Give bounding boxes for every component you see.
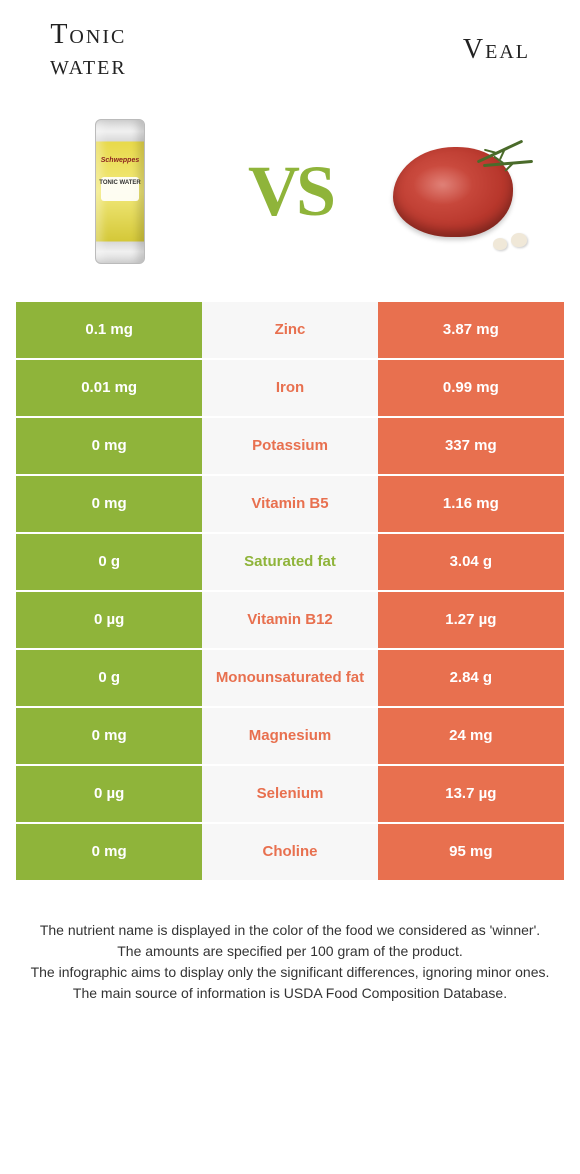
left-value: 0 mg bbox=[16, 476, 202, 532]
nutrient-name: Zinc bbox=[202, 302, 377, 358]
images-row: Schweppes TONIC WATER VS bbox=[0, 92, 580, 302]
table-row: 0.1 mgZinc3.87 mg bbox=[16, 302, 564, 358]
table-row: 0 µgVitamin B121.27 µg bbox=[16, 592, 564, 648]
footer-notes: The nutrient name is displayed in the co… bbox=[0, 910, 580, 1014]
title-line2: water bbox=[50, 50, 127, 81]
nutrient-name: Monounsaturated fat bbox=[202, 650, 377, 706]
right-value: 13.7 µg bbox=[378, 766, 564, 822]
right-value: 95 mg bbox=[378, 824, 564, 880]
veal-image bbox=[380, 112, 540, 272]
table-row: 0 µgSelenium13.7 µg bbox=[16, 766, 564, 822]
nutrient-name: Iron bbox=[202, 360, 377, 416]
nutrient-name: Saturated fat bbox=[202, 534, 377, 590]
vs-label: VS bbox=[248, 150, 332, 233]
left-value: 0 mg bbox=[16, 708, 202, 764]
table-row: 0 gMonounsaturated fat2.84 g bbox=[16, 650, 564, 706]
title-line1: Tonic bbox=[50, 19, 126, 50]
right-value: 337 mg bbox=[378, 418, 564, 474]
right-value: 1.16 mg bbox=[378, 476, 564, 532]
left-value: 0 mg bbox=[16, 824, 202, 880]
right-value: 2.84 g bbox=[378, 650, 564, 706]
footer-line: The amounts are specified per 100 gram o… bbox=[30, 941, 550, 962]
left-value: 0.01 mg bbox=[16, 360, 202, 416]
nutrient-name: Magnesium bbox=[202, 708, 377, 764]
left-food-title: Tonic water bbox=[50, 20, 127, 82]
footer-line: The nutrient name is displayed in the co… bbox=[30, 920, 550, 941]
left-value: 0.1 mg bbox=[16, 302, 202, 358]
table-row: 0 mgVitamin B51.16 mg bbox=[16, 476, 564, 532]
nutrient-name: Vitamin B5 bbox=[202, 476, 377, 532]
left-value: 0 mg bbox=[16, 418, 202, 474]
right-value: 3.87 mg bbox=[378, 302, 564, 358]
right-value: 3.04 g bbox=[378, 534, 564, 590]
right-value: 0.99 mg bbox=[378, 360, 564, 416]
footer-line: The infographic aims to display only the… bbox=[30, 962, 550, 983]
left-value: 0 g bbox=[16, 650, 202, 706]
right-food-title: Veal bbox=[463, 35, 530, 66]
header: Tonic water Veal bbox=[0, 0, 580, 92]
table-row: 0 mgPotassium337 mg bbox=[16, 418, 564, 474]
table-row: 0 gSaturated fat3.04 g bbox=[16, 534, 564, 590]
right-value: 1.27 µg bbox=[378, 592, 564, 648]
comparison-table: 0.1 mgZinc3.87 mg0.01 mgIron0.99 mg0 mgP… bbox=[16, 302, 564, 880]
tonic-water-image: Schweppes TONIC WATER bbox=[40, 112, 200, 272]
table-row: 0.01 mgIron0.99 mg bbox=[16, 360, 564, 416]
right-value: 24 mg bbox=[378, 708, 564, 764]
footer-line: The main source of information is USDA F… bbox=[30, 983, 550, 1004]
nutrient-name: Selenium bbox=[202, 766, 377, 822]
left-value: 0 µg bbox=[16, 766, 202, 822]
table-row: 0 mgMagnesium24 mg bbox=[16, 708, 564, 764]
left-value: 0 g bbox=[16, 534, 202, 590]
left-value: 0 µg bbox=[16, 592, 202, 648]
nutrient-name: Vitamin B12 bbox=[202, 592, 377, 648]
table-row: 0 mgCholine95 mg bbox=[16, 824, 564, 880]
nutrient-name: Potassium bbox=[202, 418, 377, 474]
nutrient-name: Choline bbox=[202, 824, 377, 880]
